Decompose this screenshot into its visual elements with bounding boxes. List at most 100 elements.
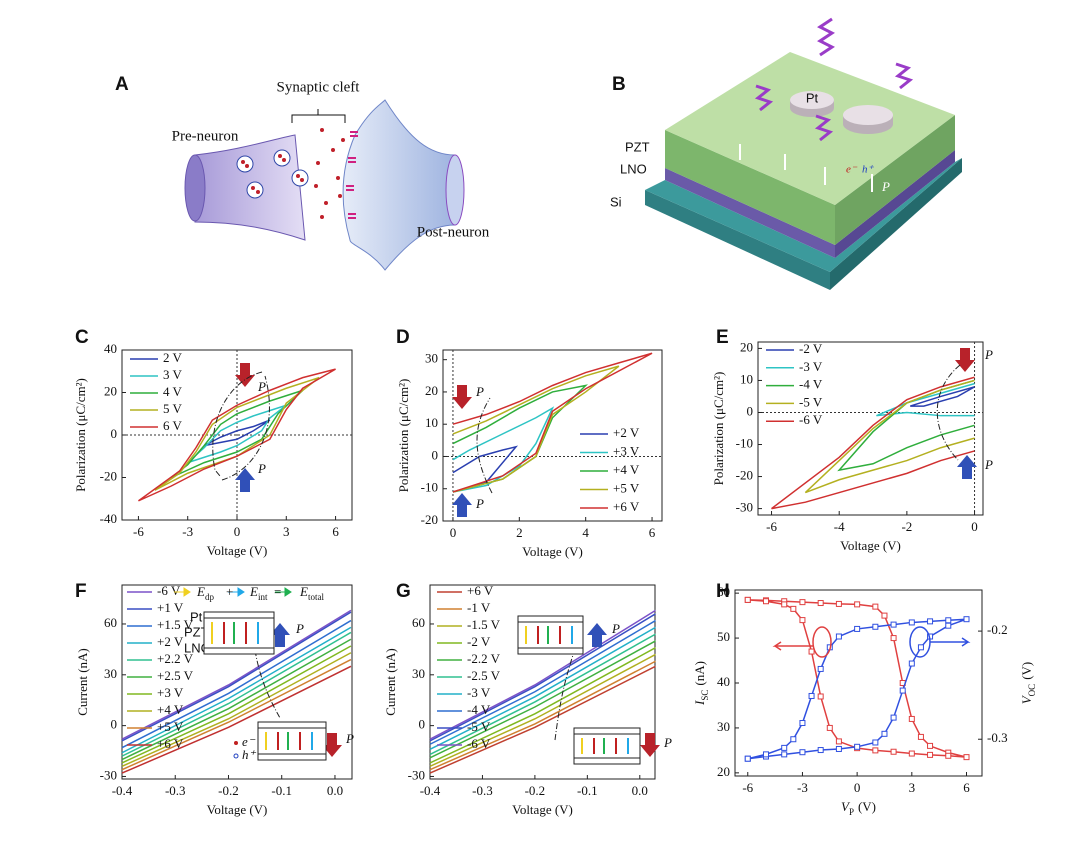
series-arrow bbox=[930, 637, 971, 647]
legend-label: -1.5 V bbox=[467, 617, 501, 632]
series-indicator bbox=[909, 626, 931, 658]
lno-front bbox=[665, 168, 835, 258]
plot-frame bbox=[121, 584, 353, 780]
plot-frame bbox=[442, 349, 663, 522]
x-tick-label: -6 bbox=[766, 519, 777, 534]
series-line bbox=[452, 365, 620, 493]
field-arrow bbox=[228, 587, 245, 597]
marker bbox=[808, 692, 815, 699]
panel-b: B Pt PZT LNO Si P e⁻ h⁺ bbox=[610, 17, 962, 290]
legend-label: -5 V bbox=[799, 394, 823, 409]
si-front bbox=[645, 190, 830, 290]
y-tick-label: 40 bbox=[104, 341, 117, 356]
carrier-dot bbox=[234, 741, 238, 745]
x-tick-label: -3 bbox=[182, 524, 193, 539]
lno-label: LNO bbox=[620, 161, 647, 176]
plot-frame bbox=[757, 341, 984, 516]
marker bbox=[817, 600, 824, 607]
marker bbox=[881, 730, 888, 737]
marker bbox=[799, 599, 806, 606]
x-tick-label: -0.1 bbox=[271, 783, 292, 798]
marker bbox=[817, 693, 824, 700]
y-tick-label: 10 bbox=[740, 371, 753, 386]
series-line bbox=[203, 419, 271, 447]
legend-label: +3 V bbox=[157, 685, 184, 700]
annotation: P bbox=[345, 731, 354, 746]
si-top bbox=[645, 158, 962, 272]
equation-symbol: E bbox=[299, 584, 308, 599]
y-tick-label: 30 bbox=[412, 666, 425, 681]
polarization-arrow bbox=[452, 385, 472, 409]
x-tick-label: -3 bbox=[797, 780, 808, 795]
polarization-arrow bbox=[322, 733, 342, 757]
series-line bbox=[429, 613, 656, 742]
y-tick-label: 30 bbox=[425, 351, 438, 366]
pzt-front bbox=[665, 130, 835, 245]
x-tick-label: 2 bbox=[516, 525, 523, 540]
pzt-side bbox=[835, 115, 955, 245]
series-line bbox=[121, 638, 352, 761]
y-tick-label: -20 bbox=[736, 468, 753, 483]
axis-label-sub: SC bbox=[700, 690, 710, 701]
panel-letter: A bbox=[115, 74, 129, 95]
equation-term: Edp bbox=[196, 584, 214, 602]
series-arrow bbox=[772, 641, 813, 651]
axis-label: ISC (nA) bbox=[692, 661, 710, 706]
legend-label: +1 V bbox=[157, 600, 184, 615]
y-tick-label: 0 bbox=[419, 717, 426, 732]
marker bbox=[854, 625, 861, 632]
equation-term: Etotal bbox=[299, 584, 324, 602]
y-tick-label: 20 bbox=[717, 764, 730, 779]
y-tick-label: 60 bbox=[104, 615, 117, 630]
x-tick-label: 0 bbox=[854, 780, 861, 795]
legend-label: -3 V bbox=[799, 359, 823, 374]
y-tick-label: 20 bbox=[425, 383, 438, 398]
x-tick-label: 0 bbox=[450, 525, 457, 540]
marker bbox=[890, 714, 897, 721]
receptors bbox=[346, 131, 358, 219]
series-line bbox=[429, 633, 656, 756]
panel-letter: B bbox=[612, 74, 626, 95]
marker bbox=[854, 743, 861, 750]
equation-term: Eint bbox=[249, 584, 268, 602]
marker bbox=[872, 739, 879, 746]
series-line bbox=[429, 640, 656, 759]
y-tick-label: -30 bbox=[736, 500, 753, 515]
legend-label: -2.5 V bbox=[467, 668, 501, 683]
marker bbox=[744, 755, 751, 762]
marker bbox=[781, 744, 788, 751]
marker bbox=[908, 619, 915, 626]
x-tick-label: -0.4 bbox=[420, 783, 441, 798]
series-line bbox=[121, 631, 352, 757]
inset-box bbox=[203, 611, 275, 655]
marker bbox=[963, 754, 970, 761]
polarization-arrow bbox=[452, 493, 472, 517]
legend-label: -2 V bbox=[799, 341, 823, 356]
post-label: Post-neuron bbox=[417, 224, 490, 240]
x-tick-label: 6 bbox=[649, 525, 656, 540]
equation-op: + bbox=[226, 584, 233, 599]
marker bbox=[927, 618, 934, 625]
marker bbox=[835, 745, 842, 752]
x-tick-label: -0.4 bbox=[112, 783, 133, 798]
marker bbox=[799, 720, 806, 727]
pzt-top bbox=[665, 52, 955, 205]
marker bbox=[963, 616, 970, 623]
y-axis-label: Polarization (μC/cm²) bbox=[73, 378, 88, 492]
axis-label-unit: (nA) bbox=[692, 661, 707, 686]
marker bbox=[917, 644, 924, 651]
y2-tick-label: -0.3 bbox=[987, 730, 1008, 745]
x-tick-label: 0 bbox=[971, 519, 978, 534]
polarization-arrow bbox=[235, 363, 255, 387]
series-line bbox=[771, 376, 975, 510]
x-axis-label: Voltage (V) bbox=[512, 802, 573, 817]
marker bbox=[917, 733, 924, 740]
equation-op: = bbox=[274, 584, 281, 599]
marker bbox=[808, 648, 815, 655]
series-line bbox=[121, 645, 352, 764]
panel-letter: H bbox=[716, 581, 730, 602]
series-line bbox=[804, 379, 975, 494]
series-line bbox=[429, 660, 656, 771]
y2-tick-label: -0.2 bbox=[987, 622, 1008, 637]
